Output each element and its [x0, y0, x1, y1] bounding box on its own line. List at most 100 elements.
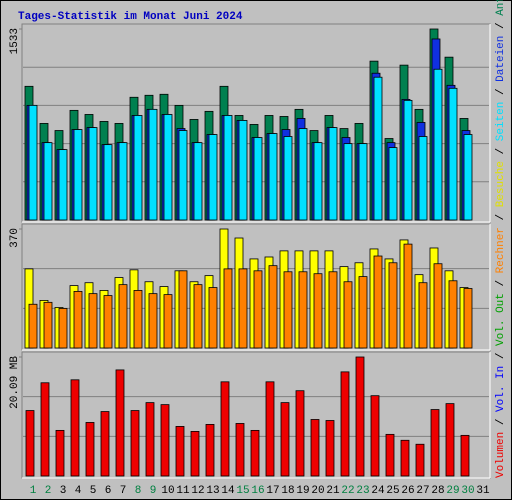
bar [415, 443, 425, 477]
bar [223, 268, 233, 349]
x-tick-label: 22 [341, 485, 354, 497]
bar [373, 255, 383, 349]
y-tick-label: 1533 [9, 28, 21, 54]
bar [40, 382, 50, 477]
bar [253, 270, 263, 349]
bar [268, 265, 278, 349]
bar [160, 404, 170, 477]
x-tick-label: 16 [251, 485, 264, 497]
x-tick-label: 31 [476, 485, 490, 497]
bar [355, 356, 365, 477]
x-tick-label: 20 [311, 485, 324, 497]
bar [430, 409, 440, 477]
bar [193, 142, 203, 221]
legend-separator: / [495, 82, 507, 102]
bar [343, 281, 353, 349]
bar [193, 284, 203, 349]
bar [28, 104, 38, 221]
x-tick-label: 6 [105, 485, 112, 497]
bar [163, 114, 173, 221]
bar [130, 410, 140, 477]
bar [358, 143, 368, 221]
x-tick-label: 29 [446, 485, 459, 497]
x-tick-label: 27 [416, 485, 429, 497]
bar [463, 134, 473, 221]
bar [238, 120, 248, 221]
bar [310, 419, 320, 477]
bar [175, 426, 185, 477]
bar [25, 410, 35, 477]
bar [163, 294, 173, 349]
bar [448, 280, 458, 349]
x-tick-label: 28 [431, 485, 444, 497]
bar [295, 390, 305, 477]
bar [298, 128, 308, 221]
bar [118, 142, 128, 221]
bar [445, 403, 455, 477]
bar [418, 282, 428, 349]
x-tick-label: 3 [60, 485, 67, 497]
x-tick-label: 14 [221, 485, 235, 497]
bar [70, 379, 80, 477]
bar [73, 129, 83, 221]
bar [148, 108, 158, 221]
bar [145, 402, 155, 477]
bar [448, 87, 458, 221]
bar [388, 262, 398, 349]
bar [103, 295, 113, 349]
bar [88, 127, 98, 221]
x-tick-label: 8 [135, 485, 142, 497]
legend-separator: / [495, 16, 507, 36]
bar [85, 422, 95, 477]
bar [325, 420, 335, 477]
bar [220, 381, 230, 477]
legend-separator: / [495, 273, 507, 293]
bar [328, 271, 338, 349]
legend-entry: Dateien [495, 36, 507, 82]
legend-entry: Besuche [495, 161, 507, 207]
bar [400, 439, 410, 477]
legend-entry: Volumen [495, 432, 507, 478]
x-tick-label: 7 [120, 485, 127, 497]
bar [223, 115, 233, 221]
bar [208, 134, 218, 221]
x-tick-label: 26 [401, 485, 414, 497]
bar [280, 402, 290, 477]
legend-separator: / [495, 141, 507, 161]
bar [433, 68, 443, 221]
legend-entry: Anfragen [495, 0, 507, 16]
legend-entry: Vol. In [495, 366, 507, 412]
bar [358, 276, 368, 349]
legend-entry: Seiten [495, 102, 507, 142]
bar [133, 290, 143, 349]
x-tick-label: 11 [176, 485, 190, 497]
bar [88, 293, 98, 349]
bar [388, 147, 398, 221]
bar [403, 243, 413, 349]
bar [385, 433, 395, 477]
x-tick-label: 25 [386, 485, 399, 497]
bar [298, 271, 308, 349]
bar [283, 271, 293, 349]
x-tick-label: 4 [75, 485, 82, 497]
bar [178, 270, 188, 349]
x-tick-label: 9 [150, 485, 157, 497]
bar [343, 143, 353, 221]
bar [208, 287, 218, 349]
bar [115, 369, 125, 477]
x-tick-label: 1 [30, 485, 37, 497]
bar [370, 395, 380, 477]
y-tick-label: 370 [9, 228, 21, 248]
bar [43, 301, 53, 349]
bar [55, 429, 65, 477]
bar [460, 434, 470, 477]
legend-entry: Rechner [495, 227, 507, 273]
bar [100, 411, 110, 477]
bar [238, 268, 248, 349]
legend: Volumen / Vol. In / Vol. Out / Rechner /… [495, 0, 507, 478]
x-tick-label: 21 [326, 485, 340, 497]
bar [283, 136, 293, 221]
bar [313, 273, 323, 349]
x-tick-label: 17 [266, 485, 279, 497]
